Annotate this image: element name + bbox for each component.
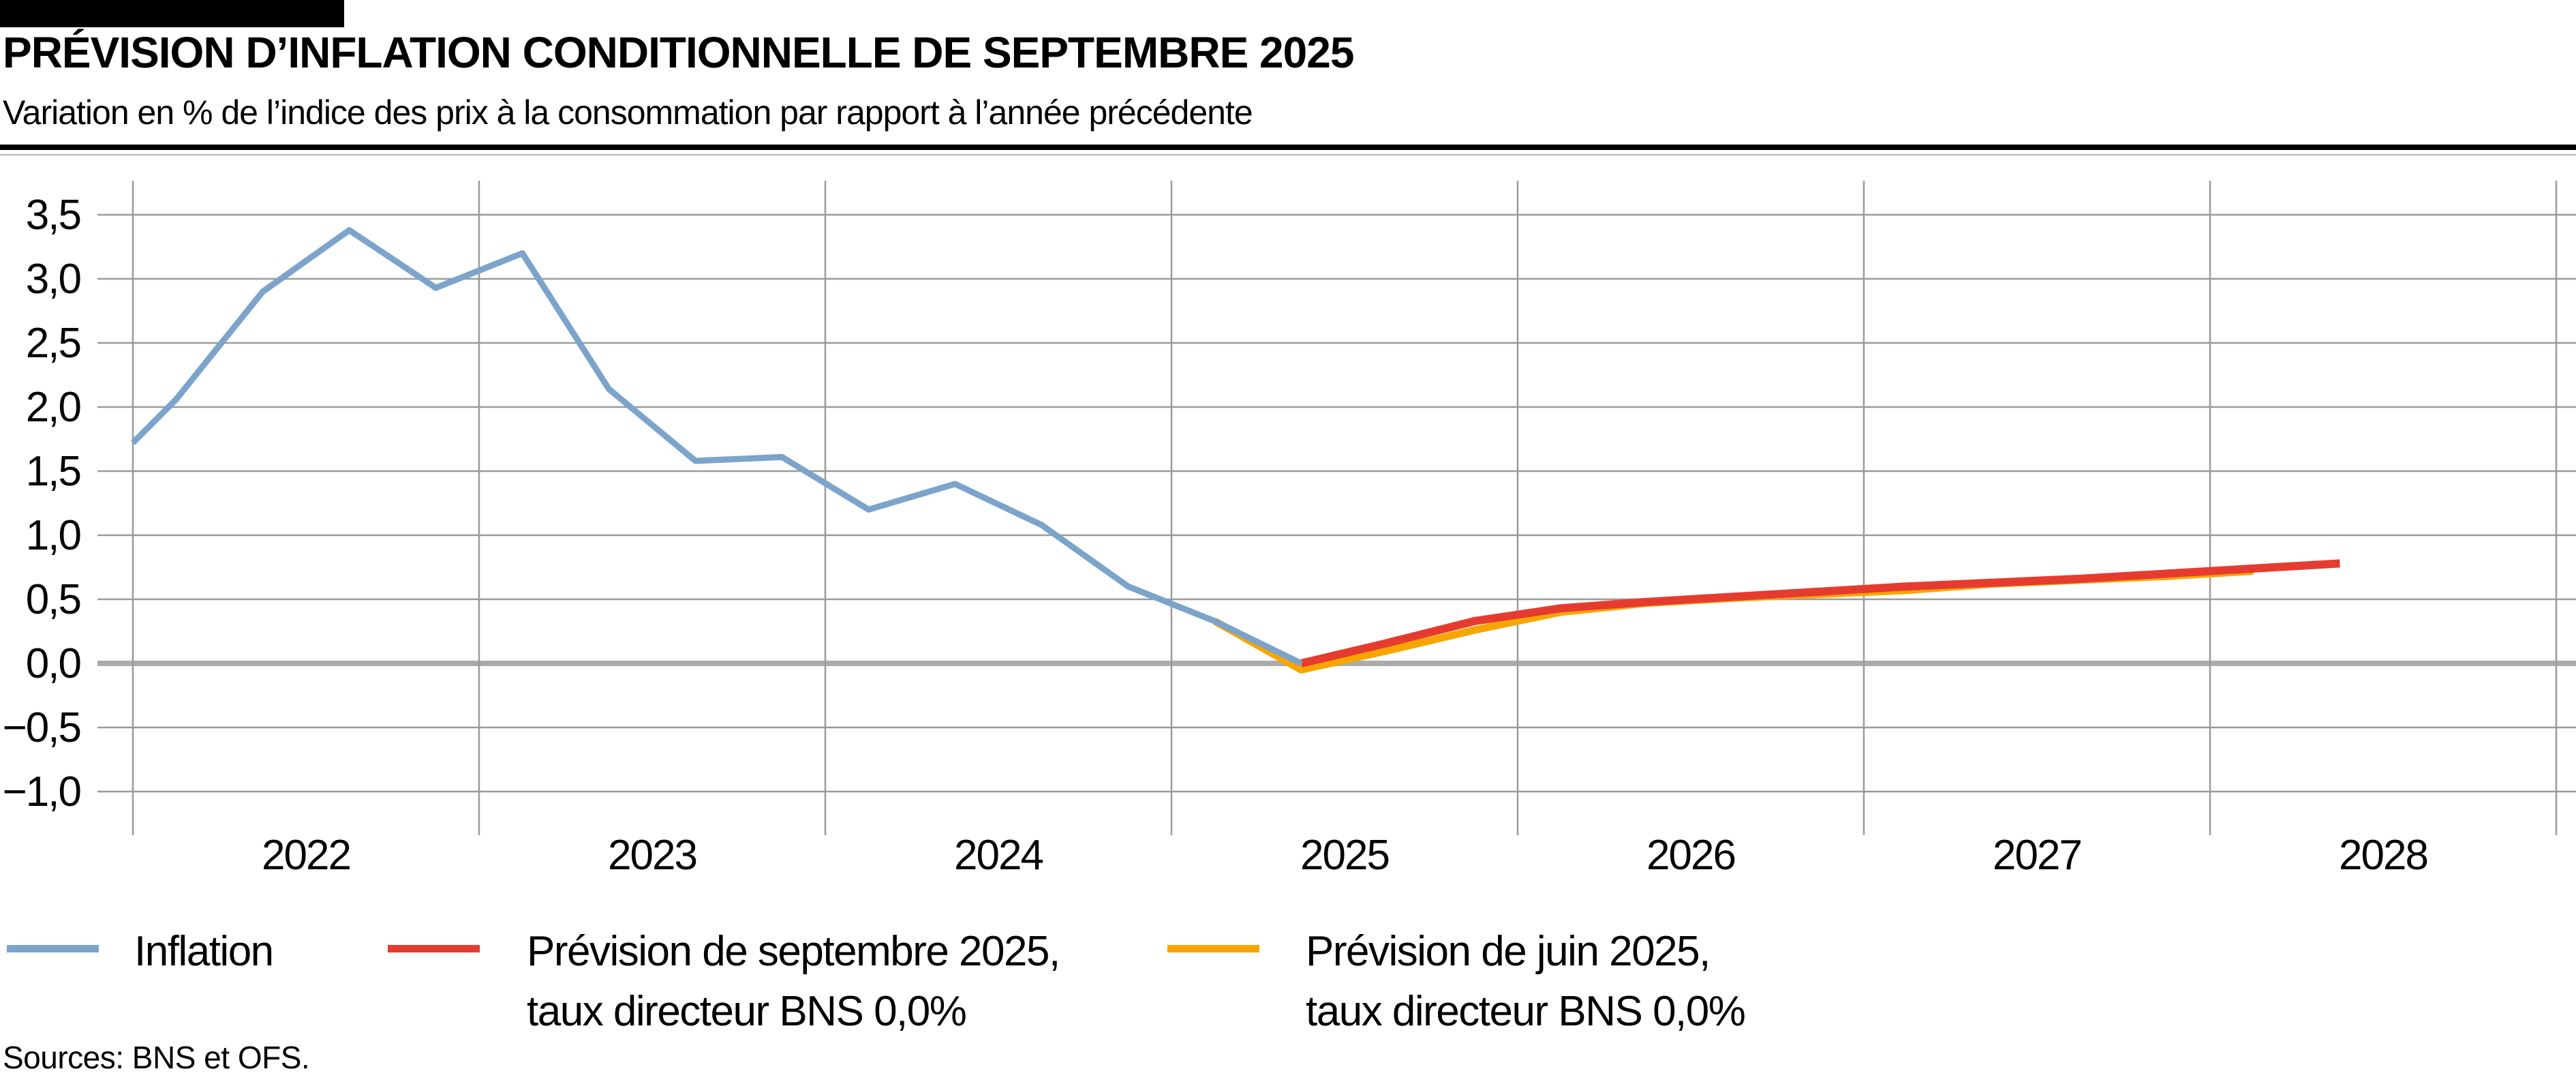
- source-note: Sources: BNS et OFS.: [3, 1040, 310, 1075]
- y-axis-tick-label: −1,0: [3, 768, 81, 815]
- page-subtitle: Variation en % de l’indice des prix à la…: [3, 93, 1253, 132]
- x-axis-tick-label: 2028: [2339, 832, 2427, 879]
- y-axis-tick-label: 3,0: [26, 256, 81, 303]
- y-axis-tick-label: 1,0: [26, 512, 81, 559]
- prevision-septembre-2025-line: [1300, 559, 2340, 667]
- june-forecast-legend-swatch: [1167, 945, 1259, 952]
- y-axis-tick-label: 2,5: [26, 320, 80, 367]
- y-axis-tick-label: 2,0: [26, 384, 81, 431]
- page-title: PRÉVISION D’INFLATION CONDITIONNELLE DE …: [3, 28, 1354, 77]
- x-axis-tick-label: 2025: [1300, 832, 1389, 879]
- x-axis-tick-label: 2024: [954, 832, 1043, 879]
- legend-label-prevision-juin: Prévision de juin 2025, taux directeur B…: [1306, 922, 1746, 1042]
- chart-legend: Inflation Prévision de septembre 2025, t…: [0, 918, 2576, 1040]
- y-axis-tick-label: 0,5: [26, 576, 80, 623]
- accent-bar: [0, 0, 344, 27]
- y-axis-tick-label: −0,5: [3, 704, 80, 751]
- header-rule-thin: [0, 154, 2576, 155]
- y-axis-tick-label: 3,5: [26, 192, 80, 239]
- legend-label-line1: Prévision de septembre 2025,: [527, 928, 1060, 975]
- x-axis-tick-label: 2026: [1646, 832, 1735, 879]
- legend-label-line1: Inflation: [134, 928, 274, 975]
- x-axis-tick-label: 2023: [608, 832, 696, 879]
- x-axis-tick-label: 2027: [1993, 832, 2081, 879]
- inflation-line: [130, 227, 1303, 667]
- y-axis-tick-label: 0,0: [26, 640, 81, 687]
- legend-label-line2: taux directeur BNS 0,0%: [1306, 988, 1746, 1035]
- legend-label-inflation: Inflation: [134, 922, 274, 982]
- prevision-juin-2025-line: [1212, 567, 2254, 674]
- header-rule: [0, 145, 2576, 150]
- legend-label-line2: taux directeur BNS 0,0%: [527, 988, 967, 1035]
- legend-label-prevision-septembre: Prévision de septembre 2025, taux direct…: [527, 922, 1060, 1042]
- legend-label-line1: Prévision de juin 2025,: [1306, 928, 1711, 975]
- x-axis-tick-label: 2022: [262, 832, 350, 879]
- y-axis-tick-label: 1,5: [26, 448, 80, 495]
- inflation-legend-swatch: [7, 945, 99, 952]
- september-forecast-legend-swatch: [388, 945, 480, 952]
